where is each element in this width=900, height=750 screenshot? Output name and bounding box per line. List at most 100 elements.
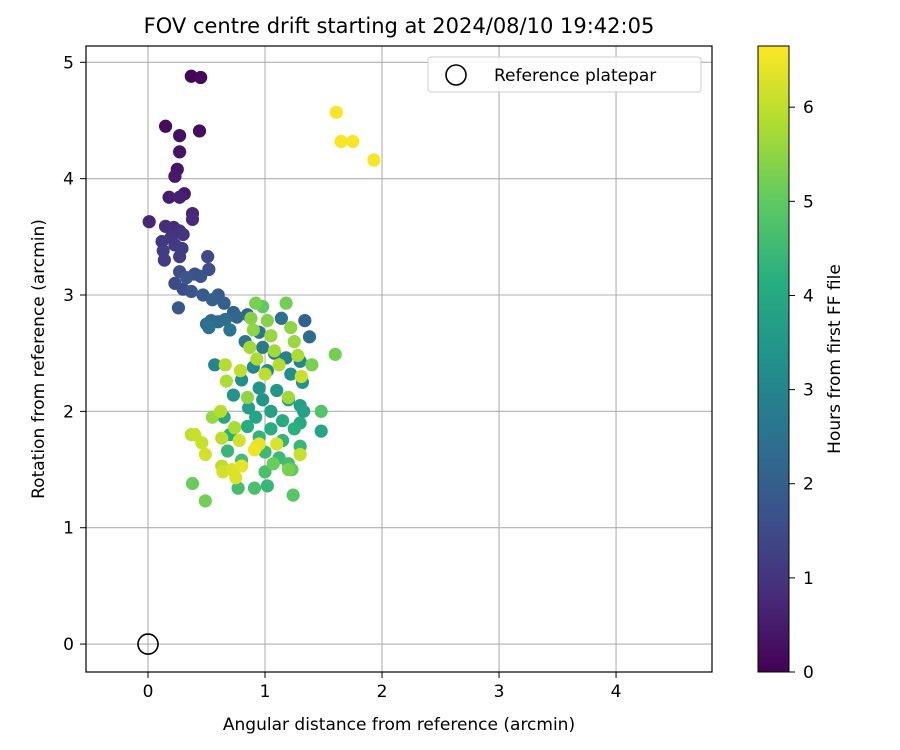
scatter-point bbox=[185, 212, 200, 226]
y-tick-label: 5 bbox=[63, 53, 74, 73]
plot-frame bbox=[85, 45, 713, 673]
scatter-point bbox=[158, 119, 173, 133]
scatter-point bbox=[218, 358, 232, 372]
scatter-point bbox=[226, 388, 241, 402]
scatter-point bbox=[219, 374, 234, 388]
scatter-point bbox=[274, 311, 289, 325]
legend: Reference platepar bbox=[427, 56, 702, 93]
scatter-point bbox=[244, 311, 258, 325]
scatter-point bbox=[162, 190, 176, 204]
scatter-point bbox=[329, 105, 343, 119]
scatter-point bbox=[202, 320, 216, 335]
scatter-point bbox=[334, 134, 348, 149]
scatter-point bbox=[194, 70, 208, 85]
scatter-point bbox=[314, 424, 328, 438]
scatter-point bbox=[142, 215, 156, 229]
scatter-point bbox=[215, 431, 229, 445]
scatter-point bbox=[249, 296, 263, 310]
y-tick-label: 4 bbox=[63, 170, 74, 190]
scatter-point bbox=[246, 323, 260, 337]
legend-marker bbox=[445, 64, 467, 86]
colorbar-tick-label: 3 bbox=[803, 381, 814, 401]
scatter-point bbox=[256, 393, 270, 407]
scatter-point bbox=[258, 465, 272, 479]
x-axis-ticks: 0 1 2 3 4 bbox=[143, 672, 622, 702]
scatter-point bbox=[229, 471, 243, 485]
y-tick-label: 1 bbox=[63, 519, 74, 539]
scatter-point bbox=[176, 227, 190, 242]
scatter-point bbox=[270, 383, 284, 398]
scatter-point bbox=[220, 444, 235, 458]
scatter-point bbox=[184, 284, 198, 299]
scatter-point bbox=[232, 433, 246, 448]
scatter-point bbox=[314, 404, 328, 418]
legend-box bbox=[427, 56, 702, 93]
scatter-point bbox=[235, 459, 249, 473]
colorbar-tick-label: 6 bbox=[803, 98, 814, 118]
scatter-point bbox=[264, 329, 278, 343]
scatter-point bbox=[198, 494, 212, 508]
scatter-point bbox=[272, 358, 286, 372]
x-axis-label: Angular distance from reference (arcmin) bbox=[223, 715, 575, 735]
scatter-point bbox=[240, 390, 255, 404]
scatter-point bbox=[284, 320, 298, 335]
scatter-point bbox=[328, 347, 342, 361]
scatter-point bbox=[198, 447, 212, 462]
scatter-point bbox=[256, 340, 270, 354]
legend-label: Reference platepar bbox=[494, 66, 656, 86]
colorbar-tick-label: 4 bbox=[803, 286, 814, 306]
scatter-point bbox=[294, 369, 308, 384]
scatter-point bbox=[231, 481, 245, 495]
scatter-point bbox=[291, 348, 305, 363]
scatter-point bbox=[205, 293, 219, 307]
scatter-point bbox=[249, 410, 263, 424]
scatter-point bbox=[279, 296, 293, 310]
scatter-point bbox=[243, 340, 257, 354]
scatter-point bbox=[158, 219, 173, 233]
scatter-point bbox=[223, 323, 237, 337]
scatter-point bbox=[180, 270, 194, 285]
scatter-point bbox=[194, 269, 208, 283]
x-tick-label: 2 bbox=[377, 682, 388, 702]
scatter-point bbox=[281, 390, 296, 404]
y-axis-ticks: 0 1 2 3 4 5 bbox=[63, 53, 86, 655]
colorbar-tick-label: 2 bbox=[803, 475, 814, 495]
colorbar-gradient bbox=[757, 45, 790, 673]
colorbar: 0 1 2 3 4 5 6 Hours from first FF file bbox=[757, 45, 845, 683]
x-tick-label: 0 bbox=[143, 682, 154, 702]
reference-point-marker bbox=[137, 633, 159, 655]
scatter-point bbox=[260, 479, 274, 493]
x-tick-label: 4 bbox=[611, 682, 622, 702]
scatter-point bbox=[346, 134, 360, 149]
scatter-points bbox=[142, 69, 381, 508]
scatter-point bbox=[217, 296, 231, 310]
y-tick-label: 2 bbox=[63, 402, 74, 422]
plot-area bbox=[86, 46, 712, 672]
scatter-point bbox=[171, 301, 186, 315]
scatter-point bbox=[173, 145, 187, 159]
scatter-point bbox=[192, 124, 207, 138]
x-tick-label: 3 bbox=[494, 682, 505, 702]
scatter-point bbox=[195, 436, 209, 450]
scatter-point bbox=[228, 421, 242, 435]
scatter-point bbox=[367, 153, 381, 167]
scatter-point bbox=[247, 481, 262, 495]
colorbar-tick-label: 0 bbox=[803, 663, 814, 683]
scatter-point bbox=[297, 404, 311, 418]
scatter-point bbox=[173, 128, 187, 143]
scatter-point bbox=[250, 352, 264, 366]
scatter-point bbox=[233, 364, 248, 378]
scatter-point bbox=[284, 367, 298, 381]
colorbar-label: Hours from first FF file bbox=[825, 264, 845, 454]
scatter-point bbox=[260, 314, 274, 328]
scatter-point bbox=[242, 401, 256, 415]
scatter-point bbox=[305, 358, 319, 372]
scatter-point bbox=[281, 462, 296, 477]
scatter-point bbox=[264, 422, 278, 436]
scatter-point bbox=[270, 437, 284, 451]
scatter-point bbox=[173, 250, 187, 264]
scatter-point bbox=[247, 443, 262, 457]
scatter-point bbox=[185, 476, 200, 491]
scatter-point bbox=[240, 419, 255, 434]
scatter-point bbox=[267, 344, 281, 358]
